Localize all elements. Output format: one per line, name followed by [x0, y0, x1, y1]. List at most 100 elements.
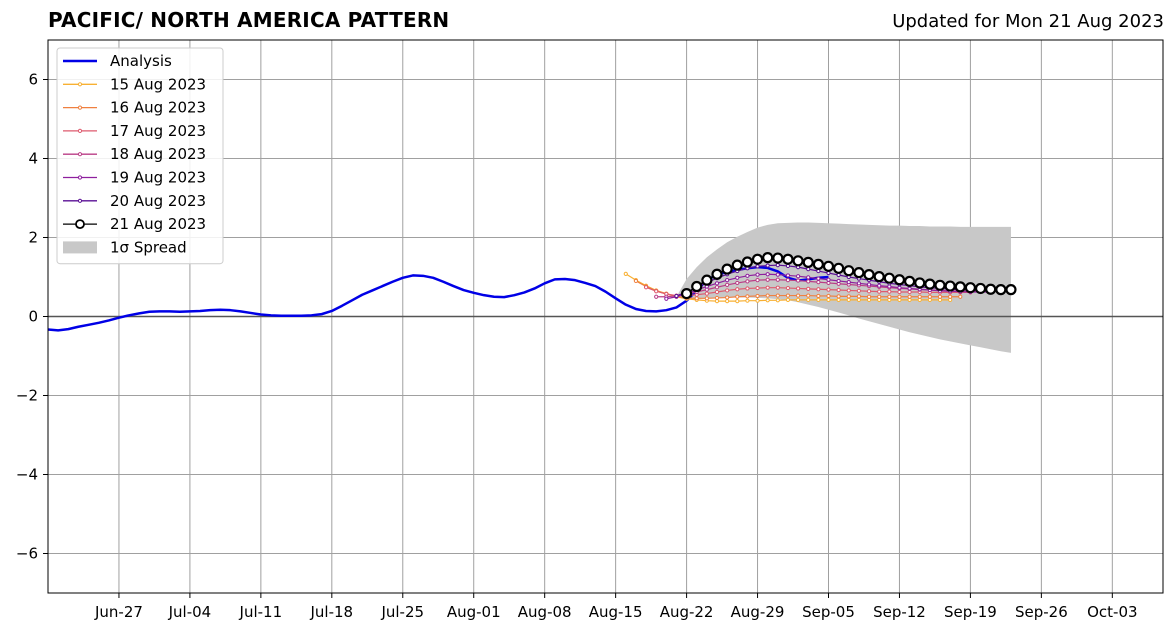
forecast-point [731, 259, 743, 271]
x-tick-label: Aug-15 [589, 603, 643, 621]
forecast-point [883, 272, 895, 284]
forecast-point [897, 294, 902, 299]
forecast-point [674, 293, 679, 299]
forecast-point [856, 297, 862, 303]
forecast-point [806, 293, 811, 298]
legend-label: 21 Aug 2023 [110, 215, 206, 233]
forecast-point [897, 289, 902, 295]
x-axis: Jun-27 Jul-04 Jul-11 Jul-18 Jul-25 Aug-01 Aug-… [94, 593, 1138, 621]
legend-marker [77, 152, 83, 157]
forecast-point [725, 288, 730, 293]
forecast-point [735, 287, 740, 292]
forecast-point [765, 293, 770, 298]
legend-swatch [63, 241, 97, 254]
x-tick-label: Sep-19 [944, 603, 997, 621]
forecast-point [755, 272, 760, 277]
forecast-point [836, 278, 841, 284]
forecast-point [836, 294, 841, 299]
forecast-point [917, 294, 922, 299]
legend-marker [75, 219, 85, 230]
forecast-point [772, 252, 784, 264]
forecast-point [785, 293, 791, 298]
forecast-point [816, 293, 821, 299]
forecast-point [762, 252, 774, 264]
legend-label: 19 Aug 2023 [110, 169, 206, 187]
forecast-point [863, 269, 875, 281]
forecast-point [745, 279, 750, 284]
forecast-point [694, 296, 699, 301]
forecast-point [755, 285, 760, 291]
forecast-point [795, 293, 801, 298]
legend-box [56, 47, 224, 265]
forecast-point [623, 271, 628, 276]
forecast-point [846, 297, 851, 303]
series-layer [47, 252, 1017, 332]
forecast-point [836, 297, 841, 303]
y-tick-label: 6 [28, 71, 38, 89]
forecast-point [816, 287, 821, 292]
legend-label: Analysis [110, 52, 172, 70]
forecast-point [785, 297, 791, 303]
forecast-point [725, 278, 730, 283]
forecast-point [934, 279, 946, 291]
forecast-point [856, 294, 862, 299]
forecast-point [751, 253, 764, 265]
forecast-point [985, 283, 997, 295]
forecast-point [755, 278, 760, 283]
forecast-point [765, 263, 770, 268]
x-tick-label: Aug-01 [447, 603, 501, 621]
legend-marker [77, 105, 83, 110]
x-tick-label: Jul-11 [239, 603, 283, 621]
x-tick-label: Aug-22 [660, 603, 714, 621]
forecast-point [995, 284, 1007, 296]
forecast-point [907, 294, 912, 299]
forecast-point [725, 295, 730, 300]
forecast-point [735, 275, 740, 280]
x-tick-label: Sep-26 [1015, 603, 1068, 621]
forecast-point [714, 285, 720, 290]
forecast-point [826, 277, 831, 282]
x-tick-label: Sep-05 [802, 603, 855, 621]
forecast-point [745, 286, 750, 291]
forecast-point [795, 274, 801, 279]
forecast-point [741, 256, 754, 268]
forecast-point [755, 264, 760, 269]
chart-title: PACIFIC/ NORTH AMERICA PATTERN [48, 8, 450, 32]
forecast-point [843, 265, 855, 277]
forecast-point [782, 253, 794, 265]
forecast-point [795, 278, 801, 283]
forecast-point [866, 289, 872, 294]
x-tick-label: Aug-29 [731, 603, 785, 621]
legend-marker [77, 128, 83, 133]
forecast-point [856, 288, 862, 293]
forecast-point [924, 278, 936, 290]
updated-date-label: Updated for Mon 21 Aug 2023 [892, 11, 1164, 32]
forecast-point [846, 288, 851, 293]
forecast-point [816, 276, 821, 281]
legend-label: 1σ Spread [110, 238, 187, 256]
legend-marker [77, 175, 83, 180]
y-tick-label: −4 [16, 466, 38, 484]
forecast-point [775, 263, 780, 268]
forecast-point [664, 296, 669, 301]
forecast-point [704, 296, 709, 301]
forecast-point [914, 277, 926, 289]
x-tick-label: Sep-12 [873, 603, 926, 621]
forecast-point [680, 287, 693, 300]
forecast-point [826, 287, 831, 292]
forecast-point [765, 272, 770, 277]
forecast-point [887, 294, 892, 299]
forecast-point [701, 274, 713, 286]
forecast-point [893, 274, 906, 286]
forecast-point [974, 282, 987, 295]
forecast-point [806, 297, 811, 303]
forecast-point [806, 275, 811, 280]
forecast-point [654, 294, 659, 299]
y-tick-label: −6 [16, 545, 38, 563]
x-tick-label: Jul-04 [168, 603, 212, 621]
legend: Analysis 15 Aug 2023 16 Aug 2023 17 Aug 202… [56, 47, 224, 265]
forecast-point [877, 294, 882, 299]
forecast-point [775, 285, 780, 290]
x-tick-label: Oct-03 [1087, 603, 1137, 621]
